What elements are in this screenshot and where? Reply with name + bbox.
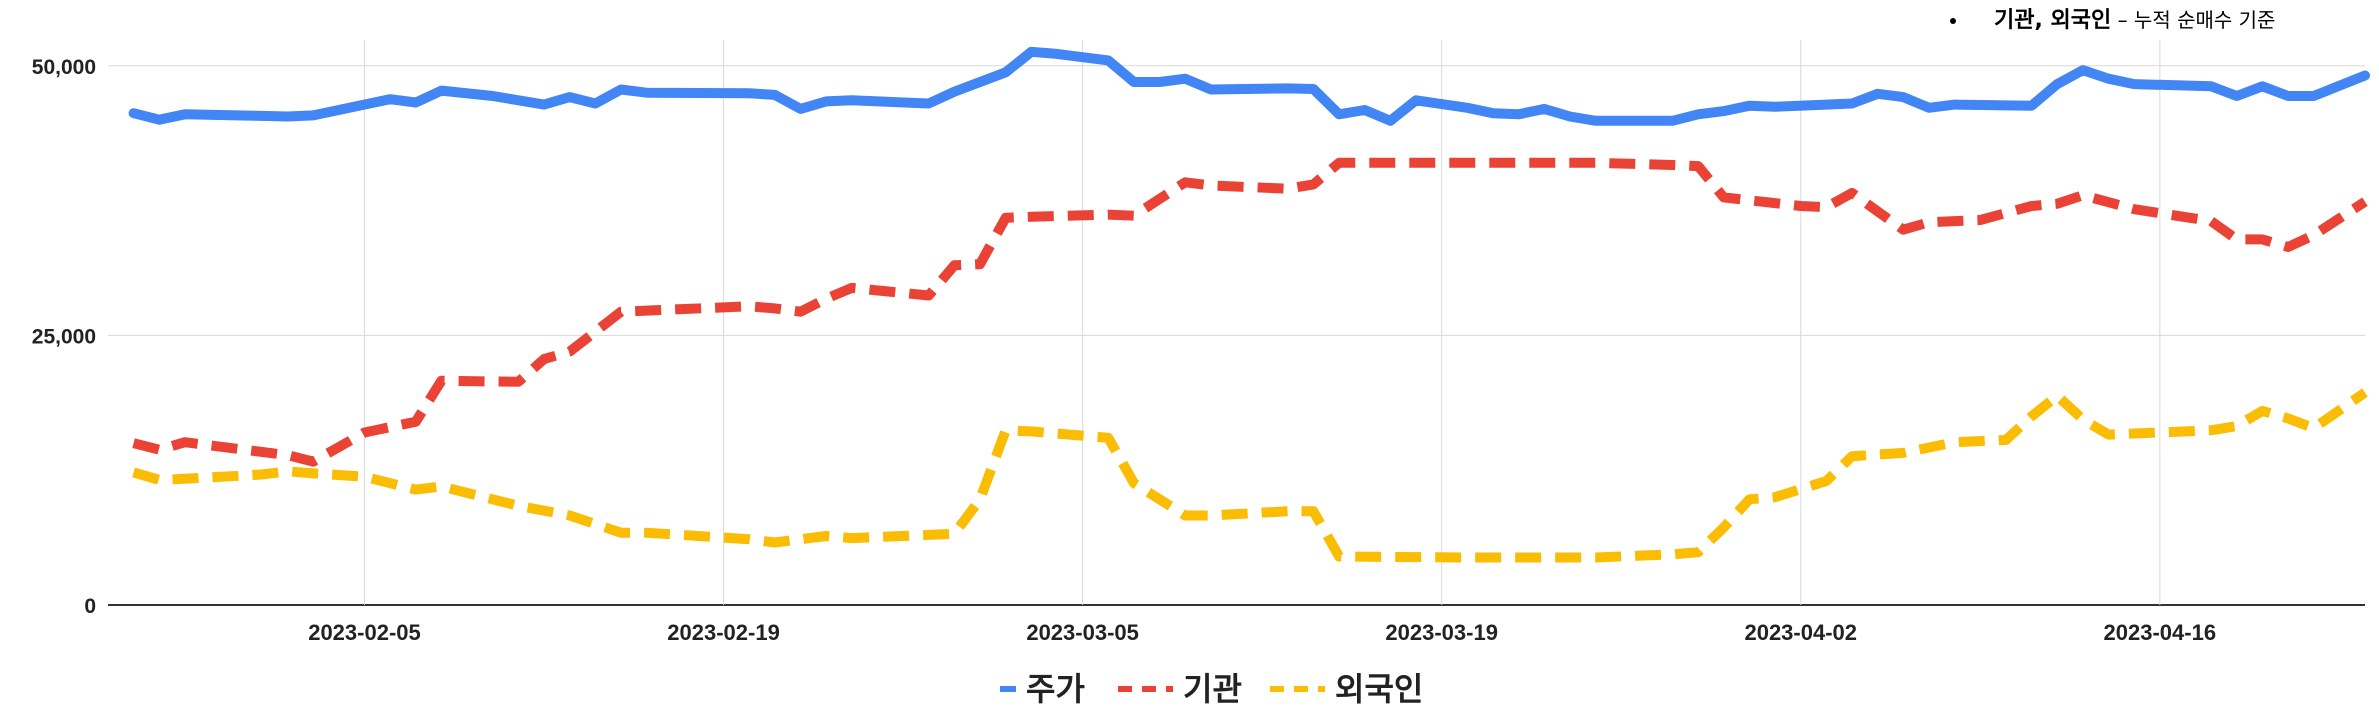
note-bold-text: 기관, 외국인 xyxy=(1994,8,2112,33)
legend-label-1: 주가 xyxy=(1026,670,1085,708)
legend-label-2: 기관 xyxy=(1183,670,1242,708)
chart-legend: 주가 기관 외국인 xyxy=(1000,670,1423,708)
series-line-3 xyxy=(132,388,2368,563)
chart-grid xyxy=(108,40,2365,606)
note-rest-text: – 누적 순매수 기준 xyxy=(2111,8,2276,32)
chart-note: 기관, 외국인 – 누적 순매수 기준 xyxy=(1950,2,2275,34)
x-tick-label: 2023-03-05 xyxy=(1026,620,1139,645)
x-tick-label: 2023-04-16 xyxy=(2104,620,2217,645)
x-tick-label: 2023-04-02 xyxy=(1744,620,1857,645)
series-line-2 xyxy=(132,157,2368,467)
chart-series xyxy=(128,46,2370,563)
x-axis-ticks: 2023-02-05 2023-02-19 2023-03-05 2023-03-19… xyxy=(308,620,2216,645)
x-tick-label: 2023-03-19 xyxy=(1385,620,1498,645)
y-tick-label: 25,000 xyxy=(32,325,96,348)
y-tick-label: 50,000 xyxy=(32,56,96,79)
series-line-1 xyxy=(128,46,2370,126)
y-axis-ticks: 0 25,000 50,000 xyxy=(32,56,96,618)
legend-label-3: 외국인 xyxy=(1335,670,1423,708)
x-tick-label: 2023-02-05 xyxy=(308,620,421,645)
x-tick-label: 2023-02-19 xyxy=(667,620,780,645)
bullet-icon xyxy=(1950,18,1956,24)
y-tick-label: 0 xyxy=(84,595,96,618)
